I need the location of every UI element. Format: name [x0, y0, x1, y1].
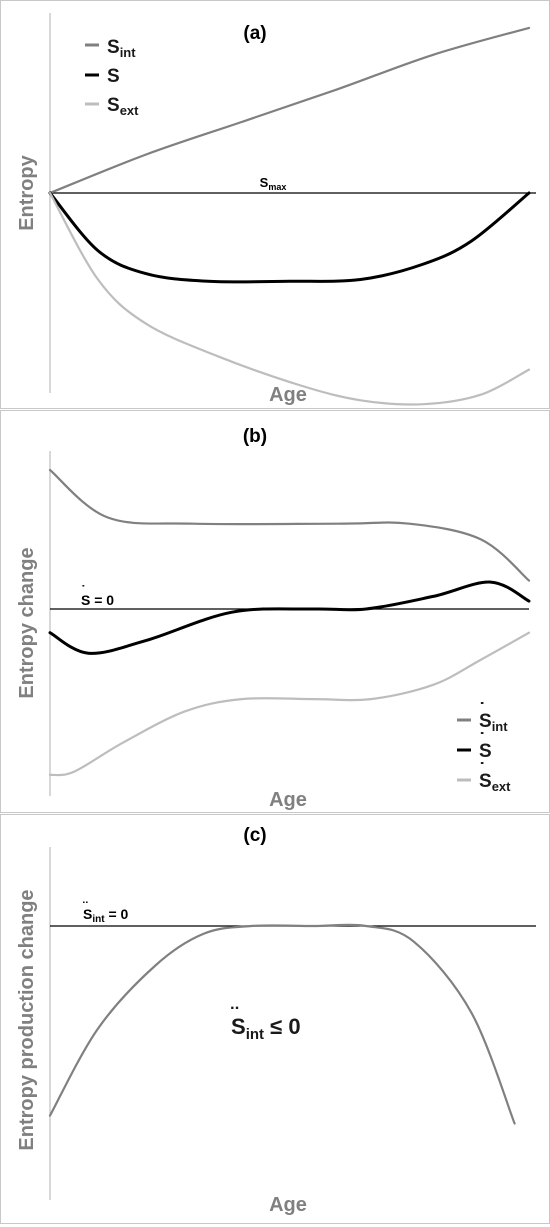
ref-label-c: ¨ Sint = 0 [83, 898, 129, 925]
series-group-a [48, 26, 531, 406]
chart-c: (c) Entropy production change Age ¨ Sint… [16, 825, 536, 1216]
series-line-a-0 [48, 26, 531, 195]
panel-title-a: (a) [243, 23, 266, 44]
legend-label-s-int: Sint [107, 37, 136, 60]
annotation-c: ¨ Sint ≤ 0 [231, 1002, 301, 1043]
legend-label-s-ext: Sext [107, 95, 139, 118]
legend-label-sdot: ˙ S [479, 730, 492, 762]
legend-b: ˙ Sint ˙ S ˙ Sext [457, 700, 511, 794]
series-line-a-2 [48, 191, 531, 406]
ref-label-b: ˙ S = 0 [81, 582, 114, 608]
panel-title-b: (b) [243, 426, 267, 447]
panel-a: (a) Entropy Age Smax Sint S Sext [0, 0, 550, 409]
series-line-b-0 [48, 468, 531, 582]
series-line-b-1 [48, 580, 531, 655]
panel-title-c: (c) [243, 825, 266, 846]
x-axis-label-b: Age [269, 789, 307, 811]
panel-c: (c) Entropy production change Age ¨ Sint… [0, 814, 550, 1224]
ref-label-a: Smax [260, 175, 287, 192]
legend-label-s: S [107, 66, 120, 87]
x-axis-label-a: Age [269, 384, 307, 406]
y-axis-label-c: Entropy production change [16, 889, 38, 1150]
y-axis-label-b: Entropy change [16, 547, 38, 698]
series-line-a-1 [48, 191, 531, 284]
legend-a: Sint S Sext [85, 37, 139, 118]
series-line-b-2 [48, 631, 531, 777]
legend-label-sdot-int: ˙ Sint [479, 700, 508, 734]
series-group-b [48, 468, 531, 777]
chart-b: (b) Entropy change Age ˙ S = 0 ˙ Sint ˙ … [16, 426, 531, 811]
legend-label-sdot-ext: ˙ Sext [479, 760, 511, 794]
chart-a: (a) Entropy Age Smax Sint S Sext [16, 13, 536, 406]
x-axis-label-c: Age [269, 1194, 307, 1216]
y-axis-label-a: Entropy [16, 154, 38, 230]
panel-b: (b) Entropy change Age ˙ S = 0 ˙ Sint ˙ … [0, 410, 550, 813]
series-line-c-0 [48, 923, 516, 1125]
series-group-c [48, 923, 516, 1125]
